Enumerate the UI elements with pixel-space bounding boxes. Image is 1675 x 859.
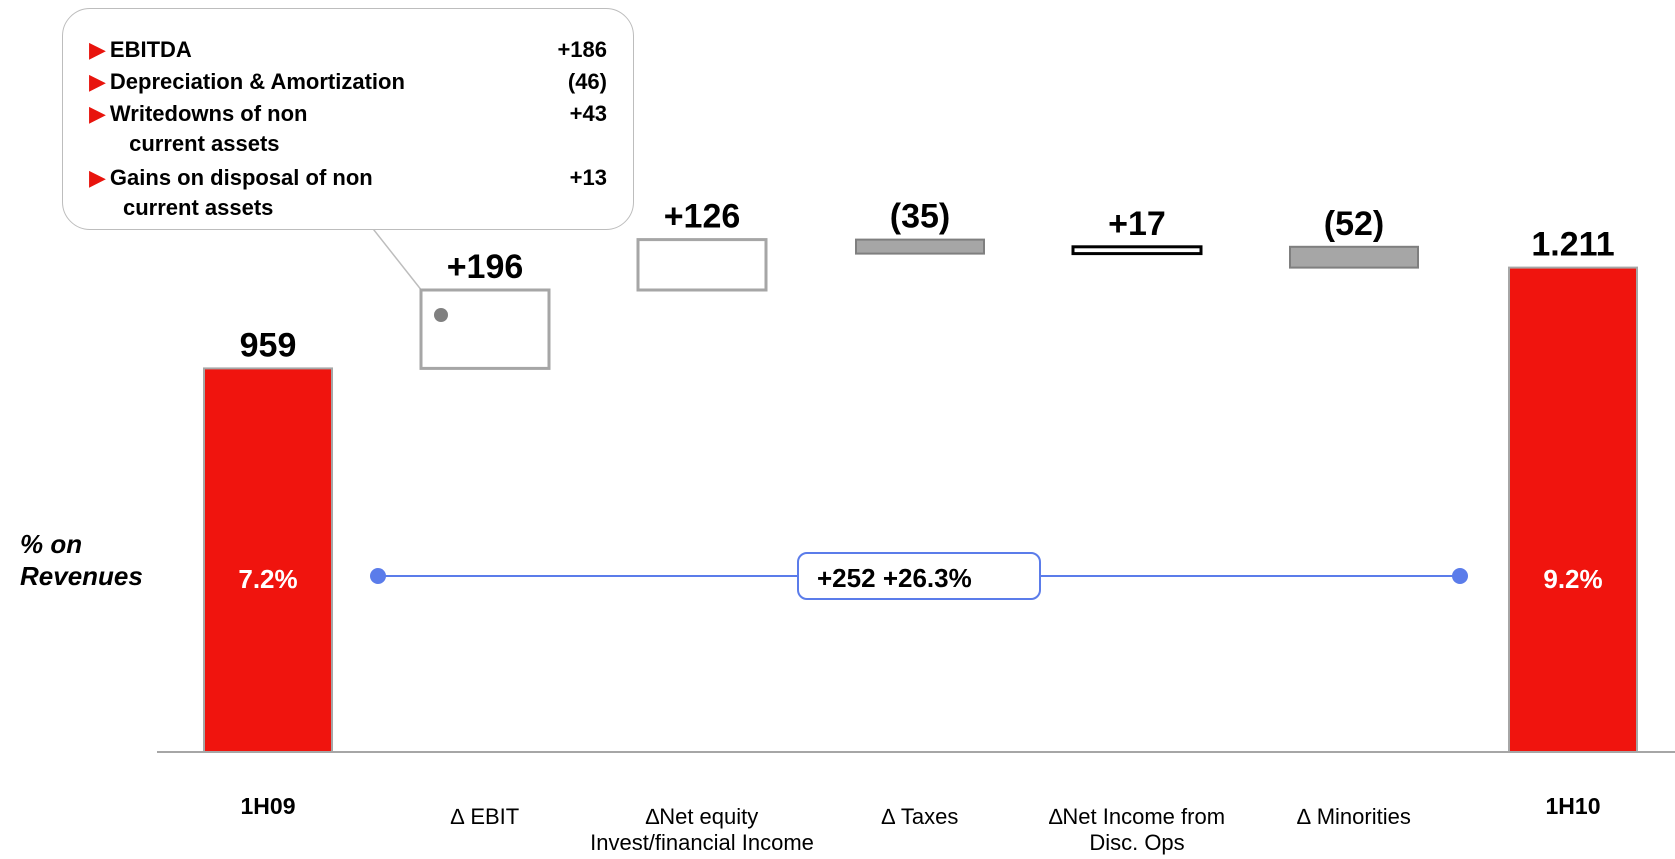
waterfall-bar — [419, 288, 551, 370]
bar-value-label: 1.211 — [1531, 226, 1614, 264]
ylabel-line-2: Revenues — [20, 561, 143, 591]
waterfall-bar — [1071, 245, 1203, 256]
growth-percent: +26.3% — [882, 563, 972, 593]
waterfall-bar — [636, 238, 768, 292]
bar-value-label: +126 — [664, 198, 741, 236]
ylabel-line-1: % on — [20, 529, 83, 559]
callout-item-label-continued: current assets — [123, 195, 274, 220]
callout-item-writedowns: ▶ Writedowns of non current assets +43 — [89, 99, 607, 156]
red-arrow-icon: ▶ — [89, 69, 106, 94]
callout-item-value: +186 — [557, 37, 607, 62]
bar-value-label: (35) — [890, 198, 950, 236]
category-label: ∆ Minorities — [1297, 804, 1411, 829]
callout-item-value: +13 — [569, 165, 607, 190]
connector-dot — [370, 568, 386, 584]
callout-item-label: Gains on disposal of non — [109, 165, 373, 190]
red-arrow-icon: ▶ — [89, 37, 106, 62]
callout-item-depreciation: ▶ Depreciation & Amortization (46) — [89, 67, 607, 97]
category-label: 1H10 — [1546, 793, 1601, 819]
connector-dot — [1452, 568, 1468, 584]
growth-badge: +252 +26.3% — [797, 552, 1041, 600]
bar-value-label: +17 — [1108, 205, 1166, 243]
waterfall-bar — [1289, 245, 1419, 269]
callout-pointer-dot — [434, 308, 448, 322]
waterfall-bar — [1508, 266, 1638, 753]
waterfall-bar — [855, 238, 985, 255]
percent-on-revenues-label: % on Revenues — [20, 528, 143, 592]
category-label: ∆ Taxes — [882, 804, 959, 829]
ebit-breakdown-callout: ▶ EBITDA +186 ▶ Depreciation & Amortizatio… — [62, 8, 634, 230]
category-label: Disc. Ops — [1089, 830, 1184, 855]
category-label: ∆Net Income from — [1049, 804, 1225, 829]
callout-item-label-continued: current assets — [123, 131, 280, 156]
category-label: 1H09 — [241, 793, 296, 819]
red-arrow-icon: ▶ — [89, 101, 106, 126]
bar-value-label: (52) — [1324, 205, 1384, 243]
category-label: ∆Net equity — [646, 804, 759, 829]
growth-delta: +252 — [817, 563, 876, 593]
callout-item-ebitda: ▶ EBITDA +186 — [89, 35, 607, 65]
red-arrow-icon: ▶ — [89, 165, 106, 190]
waterfall-bar — [203, 367, 333, 753]
callout-item-label: EBITDA — [109, 37, 192, 62]
percent-on-revenues-value: 7.2% — [238, 564, 297, 594]
bar-value-label: +196 — [447, 248, 524, 286]
bar-value-label: 959 — [240, 326, 297, 364]
callout-item-label: Writedowns of non — [109, 101, 308, 126]
category-label: Invest/financial Income — [590, 830, 814, 855]
callout-item-gains: ▶ Gains on disposal of non current assets… — [89, 163, 607, 220]
callout-item-label: Depreciation & Amortization — [109, 69, 405, 94]
category-label: ∆ EBIT — [451, 804, 519, 829]
percent-on-revenues-value: 9.2% — [1543, 564, 1602, 594]
callout-item-value: +43 — [569, 101, 607, 126]
callout-item-value: (46) — [567, 69, 607, 94]
